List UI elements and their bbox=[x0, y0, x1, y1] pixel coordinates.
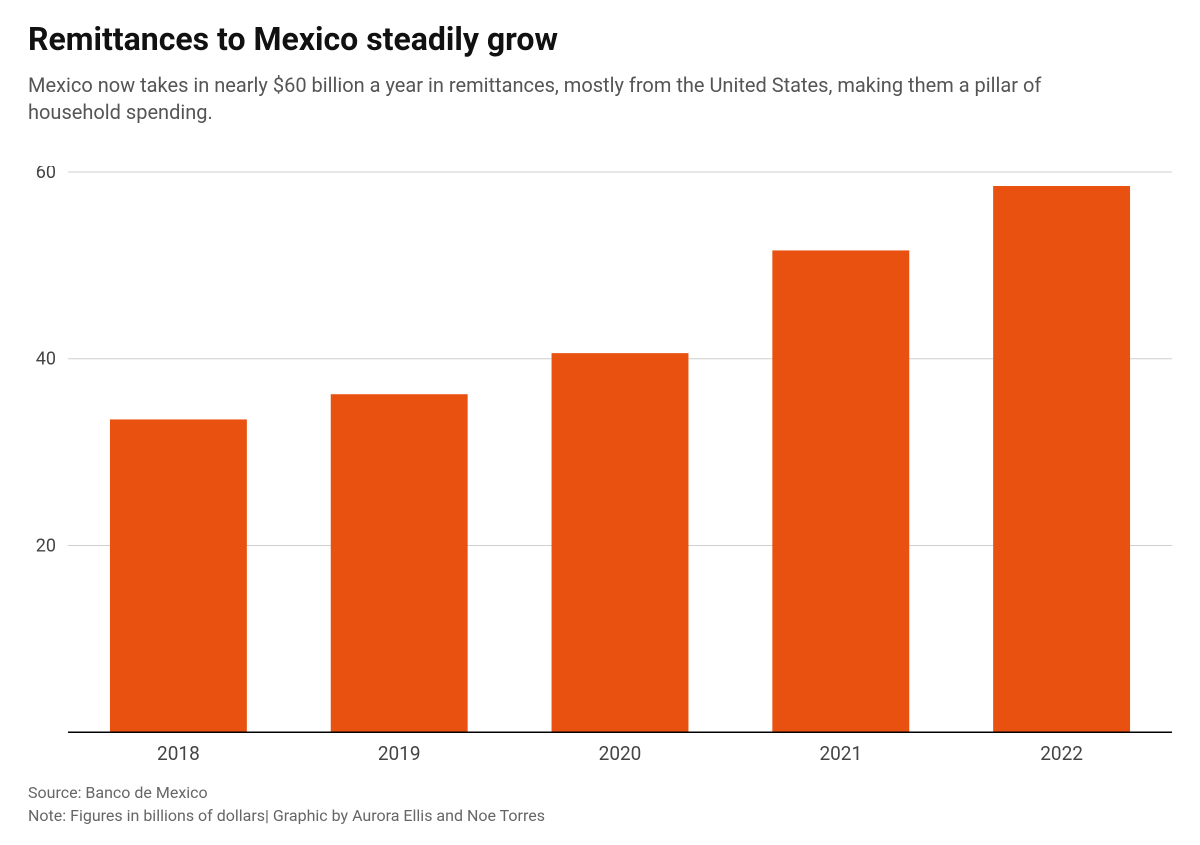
bar bbox=[552, 353, 689, 732]
bar-chart: 20 40 60 2018 2019 2020 2021 2022 bbox=[28, 166, 1172, 772]
bar bbox=[993, 186, 1130, 732]
x-axis-tick-label: 2022 bbox=[1040, 742, 1083, 765]
chart-title: Remittances to Mexico steadily grow bbox=[28, 20, 1172, 58]
bar bbox=[110, 419, 247, 732]
x-axis-tick-label: 2020 bbox=[599, 742, 642, 765]
chart-subtitle: Mexico now takes in nearly $60 billion a… bbox=[28, 72, 1108, 126]
chart-container: Remittances to Mexico steadily grow Mexi… bbox=[0, 0, 1200, 845]
x-axis-tick-label: 2018 bbox=[157, 742, 200, 765]
chart-svg: 20 40 60 2018 2019 2020 2021 2022 bbox=[28, 166, 1172, 772]
source-text: Source: Banco de Mexico bbox=[28, 782, 1172, 804]
x-axis-tick-label: 2021 bbox=[819, 742, 862, 765]
y-axis-tick-label: 60 bbox=[36, 166, 56, 183]
note-text: Note: Figures in billions of dollars| Gr… bbox=[28, 805, 1172, 827]
x-axis-tick-label: 2019 bbox=[378, 742, 421, 765]
bar bbox=[772, 250, 909, 732]
bar bbox=[331, 394, 468, 732]
chart-footer: Source: Banco de Mexico Note: Figures in… bbox=[28, 782, 1172, 827]
y-axis-tick-label: 40 bbox=[36, 349, 56, 370]
y-axis-tick-label: 20 bbox=[36, 535, 56, 556]
